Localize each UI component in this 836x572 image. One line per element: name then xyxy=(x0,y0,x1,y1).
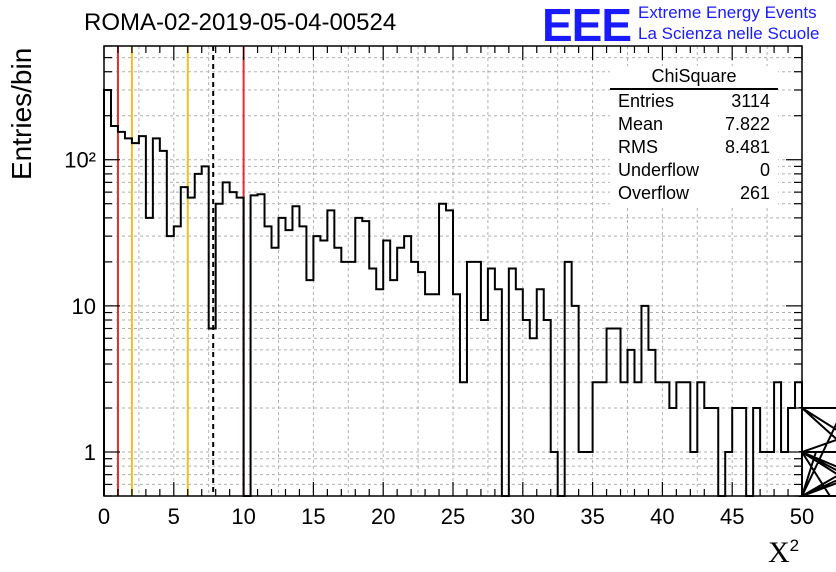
stat-label: Entries xyxy=(618,91,675,111)
y-axis-label: Entries/bin xyxy=(6,47,37,180)
x-tick-label: 45 xyxy=(720,504,744,529)
stat-value: 261 xyxy=(739,183,770,203)
stat-row-underflow: Underflow 0 xyxy=(610,159,778,182)
histogram-line xyxy=(103,88,836,497)
stat-row-overflow: Overflow 261 xyxy=(610,182,778,205)
stat-row-entries: Entries 3114 xyxy=(610,90,778,113)
stat-row-rms: RMS 8.481 xyxy=(610,136,778,159)
x-tick-label: 35 xyxy=(580,504,604,529)
y-tick-label: 10 xyxy=(72,294,96,319)
x-tick-label: 40 xyxy=(650,504,674,529)
stat-value: 3114 xyxy=(731,91,770,111)
stat-row-mean: Mean 7.822 xyxy=(610,113,778,136)
logo-line-1: Extreme Energy Events xyxy=(638,3,817,22)
stats-title: ChiSquare xyxy=(610,66,778,90)
x-tick-label: 15 xyxy=(301,504,325,529)
x-tick-label: 25 xyxy=(441,504,465,529)
y-axis-ticks: 1 10 10² xyxy=(64,45,802,497)
stat-label: Underflow xyxy=(618,160,700,180)
y-tick-label: 10² xyxy=(64,148,96,173)
x-tick-label: 5 xyxy=(168,504,180,529)
logo-line-2: La Scienza nelle Scuole xyxy=(638,24,820,43)
stat-value: 0 xyxy=(759,160,770,180)
x-tick-label: 30 xyxy=(511,504,535,529)
y-tick-label: 1 xyxy=(84,440,96,465)
stat-value: 7.822 xyxy=(724,114,770,134)
chart-title: ROMA-02-2019-05-04-00524 xyxy=(84,9,397,36)
x-axis-label-sup: 2 xyxy=(789,536,800,555)
x-axis-ticks: 0 5 10 15 20 25 30 35 40 45 50 xyxy=(98,46,814,529)
stat-label: Mean xyxy=(618,114,664,134)
x-axis-label-base: X xyxy=(768,536,790,569)
x-tick-label: 10 xyxy=(231,504,255,529)
x-axis-label: X2 xyxy=(768,536,799,570)
x-tick-label: 20 xyxy=(371,504,395,529)
stat-label: Overflow xyxy=(618,183,690,203)
eee-logo: EEE xyxy=(542,0,632,51)
stat-label: RMS xyxy=(618,137,658,157)
marker-lines xyxy=(116,46,245,496)
x-tick-label: 50 xyxy=(790,504,814,529)
stat-value: 8.481 xyxy=(724,137,770,157)
x-tick-label: 0 xyxy=(98,504,110,529)
stats-box: ChiSquare Entries 3114 Mean 7.822 RMS 8.481… xyxy=(610,66,778,205)
